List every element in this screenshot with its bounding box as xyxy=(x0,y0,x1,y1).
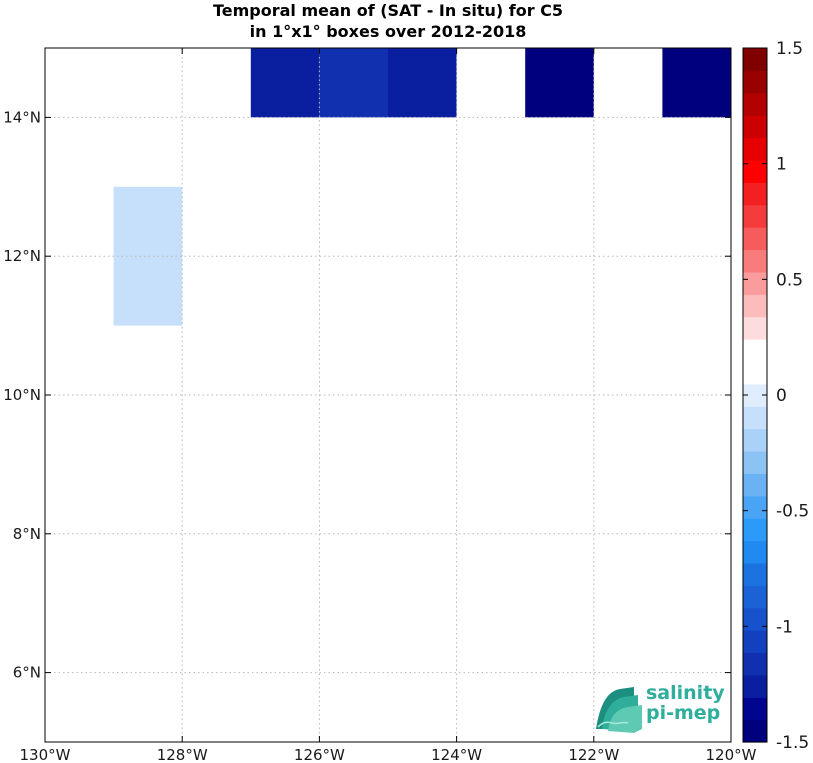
colorbar-segment-13 xyxy=(743,428,767,452)
colorbar-segment-25 xyxy=(743,159,767,183)
data-cell-2 xyxy=(388,48,457,118)
colorbar-tick-label-6: -1.5 xyxy=(776,733,809,753)
colorbar-segment-27 xyxy=(743,115,767,139)
data-cell-4 xyxy=(662,48,731,118)
cells-layer xyxy=(113,48,731,604)
colorbar-segment-19 xyxy=(743,294,767,318)
colorbar-segment-4 xyxy=(743,630,767,654)
colorbar-segment-9 xyxy=(743,518,767,542)
y-tick-label-4: 14°N xyxy=(3,108,41,126)
grid-layer xyxy=(44,48,732,742)
chart-title: Temporal mean of (SAT - In situ) for C5 … xyxy=(45,0,731,42)
colorbar-segment-20 xyxy=(743,271,767,295)
data-cell-1 xyxy=(319,48,388,118)
colorbar-segment-30 xyxy=(743,48,767,71)
colorbar-segment-10 xyxy=(743,495,767,519)
colorbar-tick-label-2: 0.5 xyxy=(776,270,803,290)
colorbar-segment-28 xyxy=(743,92,767,116)
colorbar-segment-22 xyxy=(743,227,767,251)
salinity-pi-mep-logo: salinity pi-mep xyxy=(594,683,734,733)
x-tick-label-3: 124°W xyxy=(431,746,482,763)
colorbar-segment-5 xyxy=(743,607,767,631)
data-cell-5 xyxy=(113,186,183,326)
logo-wave-icon xyxy=(596,687,642,733)
colorbar-segment-6 xyxy=(743,585,767,609)
colorbar-segment-3 xyxy=(743,652,767,676)
title-line-1: Temporal mean of (SAT - In situ) for C5 xyxy=(212,1,564,20)
colorbar-tick-label-0: 1.5 xyxy=(776,39,803,59)
x-tick-label-5: 120°W xyxy=(706,746,757,763)
data-cell-3 xyxy=(525,48,594,118)
colorbar-segment-17 xyxy=(743,339,767,363)
data-cell-0 xyxy=(250,48,320,118)
colorbar-segment-14 xyxy=(743,406,767,430)
colorbar-tick-label-4: -0.5 xyxy=(776,502,809,522)
colorbar-segment-1 xyxy=(743,697,767,721)
y-tick-label-3: 12°N xyxy=(3,247,41,265)
colorbar-segment-26 xyxy=(743,137,767,161)
logo-text-pi-mep: pi-mep xyxy=(646,702,721,724)
colorbar-segment-29 xyxy=(743,70,767,94)
colorbar-segment-7 xyxy=(743,562,767,586)
colorbar-tick-label-1: 1 xyxy=(776,155,787,175)
data-cell-7 xyxy=(456,256,526,326)
x-tick-label-4: 122°W xyxy=(568,746,619,763)
colorbar-segment-11 xyxy=(743,473,767,497)
colorbar-segment-12 xyxy=(743,450,767,474)
title-line-2: in 1°x1° boxes over 2012-2018 xyxy=(249,22,527,41)
colorbar-segment-15 xyxy=(743,383,767,407)
x-tick-label-1: 128°W xyxy=(157,746,208,763)
logo-text-salinity: salinity xyxy=(646,682,725,704)
data-cell-8 xyxy=(388,533,457,604)
colorbar-segment-23 xyxy=(743,204,767,228)
colorbar-segment-2 xyxy=(743,674,767,698)
colorbar-segment-8 xyxy=(743,540,767,564)
y-tick-label-1: 8°N xyxy=(13,525,41,543)
colorbar-tick-label-5: -1 xyxy=(776,617,793,637)
colorbar-segment-21 xyxy=(743,249,767,273)
colorbar-segment-24 xyxy=(743,182,767,206)
colorbar-segment-16 xyxy=(743,361,767,385)
x-tick-label-2: 126°W xyxy=(294,746,345,763)
colorbar-segment-18 xyxy=(743,316,767,340)
x-tick-label-0: 130°W xyxy=(20,746,71,763)
colorbar-tick-label-3: 0 xyxy=(776,386,787,406)
y-tick-label-0: 6°N xyxy=(13,664,41,682)
colorbar-layer: 1.5 1 0.5 0 -0.5 -1 -1.5 xyxy=(742,39,809,753)
y-tick-label-2: 10°N xyxy=(3,386,41,404)
axes-layer: 130°W 128°W 126°W 124°W 122°W 120°W 6°N 8°N 10°N… xyxy=(3,48,757,763)
colorbar-segment-0 xyxy=(743,719,767,743)
data-cell-6 xyxy=(319,256,388,395)
